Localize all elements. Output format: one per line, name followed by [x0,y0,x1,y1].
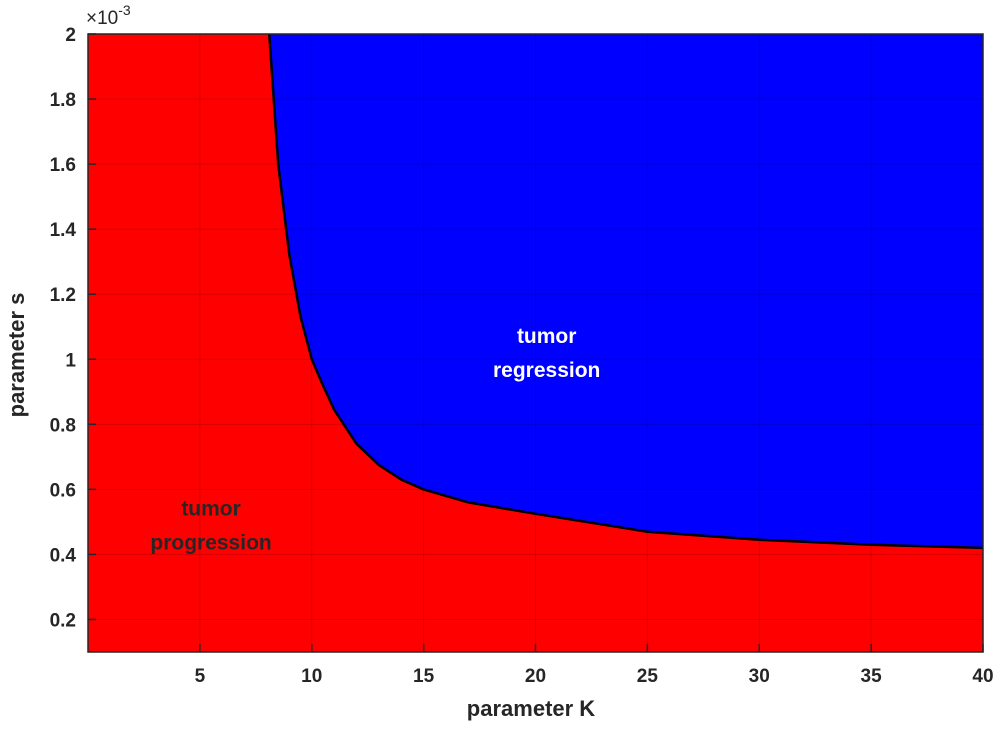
region-annotation-line: tumor [517,325,577,348]
y-axis-exponent: ×10-3 [86,2,131,29]
grid-lines [88,33,984,652]
y-exponent-power: -3 [118,2,131,18]
region-annotation: tumor regression [493,325,600,382]
x-tick-label: 20 [525,666,546,687]
y-exponent-base: ×10 [86,8,118,29]
x-tick-label: 25 [637,666,659,687]
plot-area [88,34,983,652]
ticks: 5 10 15 20 25 30 35 40 0.2 0.4 0.6 0.8 1 1.2 1.4 1.6 1.8… [50,25,994,687]
region-annotation-line: regression [493,359,600,382]
x-tick-label: 35 [861,666,883,687]
y-tick-label: 1.8 [50,90,76,111]
region-annotation-line: progression [150,531,271,554]
y-tick-label: 0.6 [50,480,76,501]
y-tick-label: 0.8 [50,415,76,436]
region-regression [269,34,983,548]
x-axis-title: parameter K [467,696,596,721]
x-tick-label: 15 [413,666,435,687]
y-tick-label: 1 [65,350,76,371]
annotations: tumor progression tumor regression [150,325,600,554]
x-tick-label: 5 [195,666,206,687]
y-tick-label: 2 [65,25,76,46]
y-axis-title: parameter s [4,293,29,418]
x-tick-label: 10 [301,666,322,687]
x-tick-label: 30 [749,666,770,687]
region-annotation: tumor progression [150,497,271,554]
y-tick-label: 0.4 [50,545,77,566]
x-tick-label: 40 [972,666,993,687]
boundary-curve [267,33,984,550]
y-tick-label: 1.2 [50,285,76,306]
region-annotation-line: tumor [181,497,241,520]
y-tick-label: 1.6 [50,155,76,176]
y-tick-label: 0.2 [50,610,76,631]
y-tick-label: 1.4 [50,220,77,241]
